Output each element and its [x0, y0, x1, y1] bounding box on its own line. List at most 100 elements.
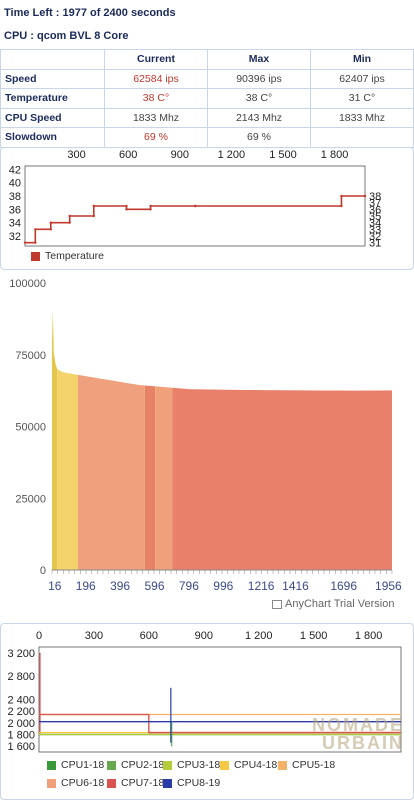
cpu-legend-item[interactable]: CPU7-18	[107, 777, 164, 789]
cpu-legend-item[interactable]: CPU2-18	[107, 759, 164, 771]
speed-area-band	[77, 374, 145, 570]
x-tick-label: 16	[48, 579, 62, 593]
stats-cell-min: 62407 ips	[310, 68, 414, 89]
stats-row-label: Slowdown	[0, 127, 105, 148]
speed-area-band	[57, 369, 78, 570]
anychart-credit-label: AnyChart Trial Version	[285, 598, 395, 610]
cpu-legend-swatch	[220, 760, 229, 770]
x-tick-label: 1 800	[355, 630, 383, 642]
stats-cell-min: 1833 Mhz	[310, 107, 414, 128]
y-tick-label: 75000	[15, 350, 46, 362]
temperature-point	[149, 208, 152, 211]
y-tick-label: 1 800	[7, 730, 35, 742]
cpu-legend-item[interactable]: CPU3-18	[163, 759, 220, 771]
x-tick-label: 596	[144, 579, 164, 593]
watermark-line1: NOMADE	[312, 715, 404, 735]
temperature-legend[interactable]: Temperature	[31, 250, 104, 262]
y-tick-label: 2 800	[7, 671, 35, 683]
x-tick-label: 1 200	[218, 149, 246, 161]
y-right-tick-label: 32	[369, 231, 381, 243]
cpu-series-line	[39, 713, 401, 734]
x-tick-label: 300	[67, 149, 85, 161]
cpu-legend-label: CPU8-19	[177, 777, 221, 789]
speed-area-chart: 0 25000 50000 75000 100000 16 196 396 596 796 996 1…	[9, 278, 402, 593]
temperature-point	[49, 228, 52, 231]
y-right-tick-label: 37	[369, 198, 381, 210]
x-tick-label: 396	[110, 579, 130, 593]
cpu-legend-item[interactable]: CPU6-18	[47, 777, 104, 789]
time-left-label: Time Left : 1977 of 2400 seconds	[4, 7, 176, 19]
x-tick-label: 900	[171, 149, 189, 161]
y-tick-label: 100000	[9, 278, 46, 290]
y-right-tick-label: 33	[369, 224, 381, 236]
y-right-tick-label: 38	[369, 191, 381, 203]
temperature-point	[194, 204, 197, 208]
cpu-legend-item[interactable]: CPU8-19	[163, 777, 220, 789]
x-tick-label: 1956	[375, 579, 402, 593]
anychart-credit[interactable]: AnyChart Trial Version	[272, 598, 394, 610]
x-tick-label: 1696	[330, 579, 357, 593]
temperature-point	[125, 208, 128, 211]
cpu-legend-swatch	[47, 778, 56, 788]
speed-area-band	[172, 387, 392, 570]
y-tick-label: 0	[40, 565, 46, 577]
temperature-point	[34, 228, 37, 231]
stats-cell-max: 2143 Mhz	[207, 107, 311, 128]
temperature-chart-card: 300 600 900 1 200 1 500 1 800 32 34 36 38 40 42 31 32…	[0, 147, 414, 270]
cpu-legend-item[interactable]: CPU1-18	[47, 759, 104, 771]
watermark-line2: URBAIN	[322, 733, 404, 753]
y-tick-label: 1 600	[7, 741, 35, 753]
plot-frame	[38, 646, 402, 753]
stats-cell-current: 38 C°	[104, 88, 208, 109]
stats-cell-current: 1833 Mhz	[104, 107, 208, 128]
x-tick-label: 300	[85, 630, 103, 642]
stats-cell-min: 31 C°	[310, 88, 414, 109]
temperature-point	[68, 221, 71, 224]
cpu-legend-swatch	[163, 760, 172, 770]
cpu-legend-label: CPU2-18	[121, 759, 165, 771]
cpu-legend-swatch	[107, 778, 116, 788]
stats-row-label: Speed	[0, 68, 105, 89]
stats-row-label: CPU Speed	[0, 107, 105, 128]
stats-header-min: Min	[310, 49, 414, 70]
anychart-logo-icon	[272, 599, 282, 609]
x-tick-label: 900	[195, 630, 213, 642]
x-tick-label: 1 800	[321, 149, 349, 161]
y-left-tick-label: 38	[9, 191, 21, 203]
stats-cell-max: 90396 ips	[207, 68, 311, 89]
watermark-logo: NOMADE URBAIN	[312, 716, 404, 752]
stats-cell-current: 62584 ips	[104, 68, 208, 89]
temperature-point	[340, 194, 343, 198]
speed-area-band	[52, 310, 58, 570]
cpu-legend-label: CPU5-18	[292, 759, 336, 771]
stats-header-max: Max	[207, 49, 311, 70]
y-left-tick-label: 34	[9, 218, 21, 230]
y-right-tick-label: 35	[369, 211, 381, 223]
temperature-point	[92, 204, 95, 208]
stats-cell-min	[310, 127, 414, 148]
y-tick-label: 2 400	[7, 695, 35, 707]
stats-row-slowdown: Slowdown 69 % 69 %	[0, 127, 414, 148]
y-tick-label: 50000	[15, 422, 46, 434]
speed-area-band	[155, 386, 173, 570]
temperature-point	[49, 221, 52, 224]
temperature-point	[149, 204, 152, 208]
x-tick-label: 1216	[248, 579, 275, 593]
temperature-chart: 300 600 900 1 200 1 500 1 8003234363840423132…	[9, 149, 382, 250]
temperature-point	[125, 204, 128, 208]
temperature-point	[68, 214, 71, 218]
x-tick-label: 0	[36, 630, 42, 642]
temperature-point	[23, 241, 27, 244]
stats-row-speed: Speed 62584 ips 90396 ips 62407 ips	[0, 68, 414, 89]
x-tick-label: 1 500	[269, 149, 297, 161]
stats-header-empty	[0, 49, 105, 70]
cpu-legend-item[interactable]: CPU5-18	[278, 759, 335, 771]
y-right-tick-label: 31	[369, 238, 381, 250]
stats-table: Current Max Min Speed 62584 ips 90396 ip…	[0, 49, 414, 148]
cpu-name-label: CPU : qcom BVL 8 Core	[4, 30, 129, 42]
x-tick-label: 1 500	[300, 630, 328, 642]
stats-cell-max: 69 %	[207, 127, 311, 148]
temperature-series-line	[25, 195, 365, 244]
temperature-point	[363, 194, 367, 198]
cpu-legend-item[interactable]: CPU4-18	[220, 759, 277, 771]
